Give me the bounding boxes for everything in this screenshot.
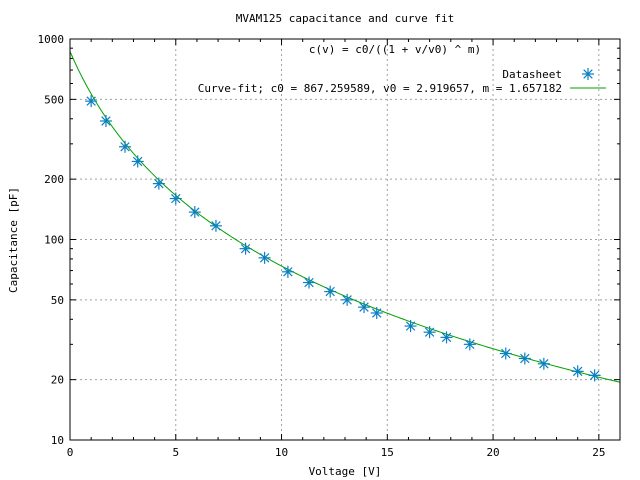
y-tick-label: 20: [51, 374, 64, 387]
datasheet-point: [341, 293, 354, 306]
datasheet-point: [588, 369, 601, 382]
x-tick-label: 20: [486, 446, 499, 459]
datasheet-point: [152, 177, 165, 190]
x-tick-label: 15: [381, 446, 394, 459]
datasheet-point: [370, 306, 383, 319]
datasheet-point: [258, 251, 271, 264]
y-tick-label: 10: [51, 434, 64, 447]
legend-marker-datasheet: [582, 68, 594, 80]
datasheet-point: [169, 192, 182, 205]
datasheet-point: [303, 276, 316, 289]
datasheet-point: [358, 301, 371, 314]
y-tick-label: 50: [51, 294, 64, 307]
datasheet-point: [499, 347, 512, 360]
datasheet-point: [463, 338, 476, 351]
y-tick-label: 100: [44, 234, 64, 247]
chart-title: MVAM125 capacitance and curve fit: [236, 12, 455, 25]
datasheet-point: [281, 265, 294, 278]
y-tick-label: 500: [44, 93, 64, 106]
datasheet-point: [404, 320, 417, 333]
x-tick-label: 25: [592, 446, 605, 459]
datasheet-point: [85, 95, 98, 108]
x-tick-label: 5: [172, 446, 179, 459]
x-axis-label: Voltage [V]: [309, 465, 382, 478]
legend: Datasheet Curve-fit; c0 = 867.259589, v0…: [198, 68, 606, 95]
y-axis-label: Capacitance [pF]: [7, 187, 20, 293]
datasheet-point: [131, 155, 144, 168]
datasheet-point: [209, 219, 222, 232]
datasheet-point: [571, 365, 584, 378]
plot-frame: [69, 38, 621, 441]
datasheet-point: [518, 352, 531, 365]
datasheet-series: [85, 95, 601, 382]
legend-star-icon: [582, 68, 594, 80]
legend-label-datasheet: Datasheet: [502, 68, 562, 81]
datasheet-point: [440, 331, 453, 344]
formula-annotation: c(v) = c0/((1 + v/v0) ^ m): [309, 43, 481, 56]
y-tick-label: 1000: [38, 33, 65, 46]
datasheet-point: [324, 285, 337, 298]
x-tick-label: 10: [275, 446, 288, 459]
datasheet-point: [423, 326, 436, 339]
datasheet-point: [537, 357, 550, 370]
legend-label-curve-fit: Curve-fit; c0 = 867.259589, v0 = 2.91965…: [198, 82, 562, 95]
tick-labels: 0 5 10 15 20 25 10 20 50 100 200 500 1000: [38, 33, 606, 459]
datasheet-point: [188, 206, 201, 219]
datasheet-point: [119, 140, 131, 153]
datasheet-point: [99, 114, 112, 127]
datasheet-point: [239, 242, 252, 255]
grid: [70, 39, 620, 440]
y-tick-label: 200: [44, 173, 64, 186]
x-tick-label: 0: [67, 446, 74, 459]
